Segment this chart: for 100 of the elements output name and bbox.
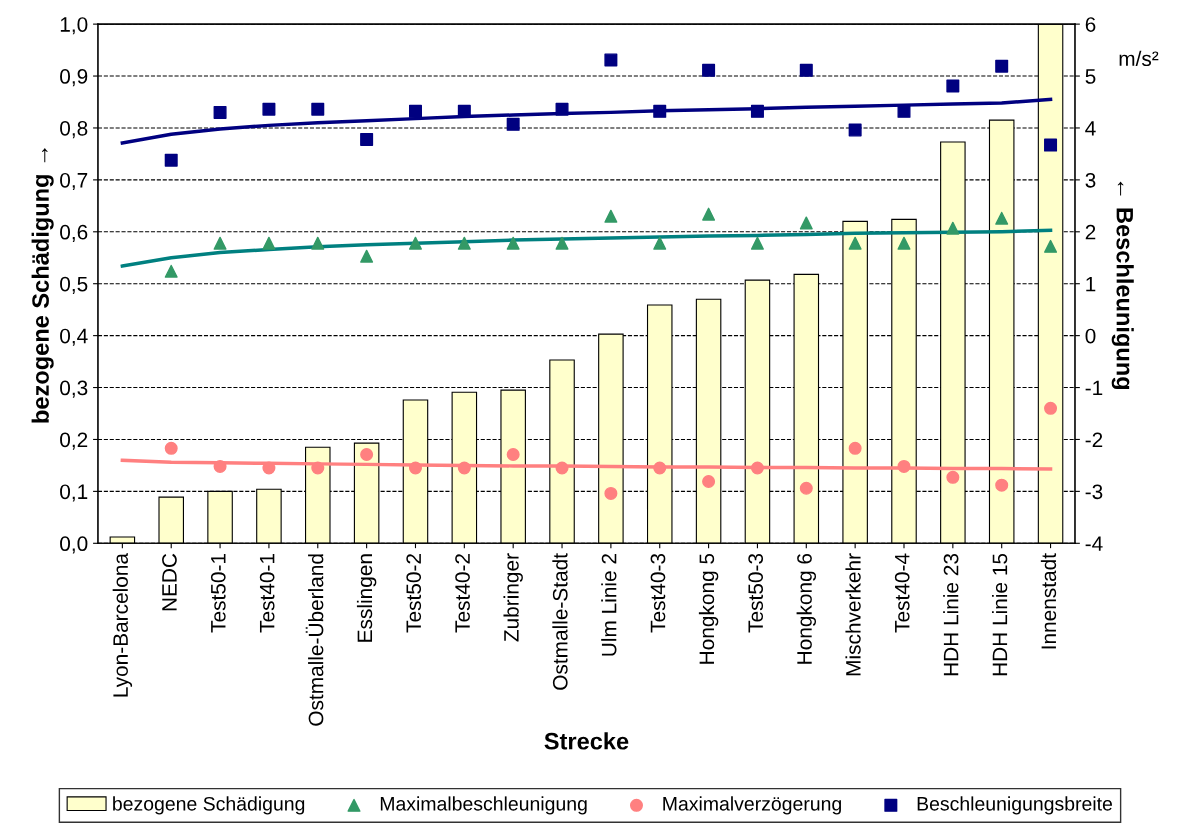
y2-tick-label: 2 (1085, 224, 1096, 240)
point (408, 236, 422, 250)
point (702, 207, 716, 221)
point (311, 102, 325, 116)
y2-tick-label: 4 (1085, 121, 1096, 136)
point (946, 470, 960, 484)
x-tick-label: Ostmalle-Überland (305, 554, 324, 726)
point (311, 236, 325, 250)
line-series (120, 97, 1053, 145)
point (506, 448, 520, 462)
x-tick-label: Hongkong 5 (698, 553, 719, 664)
point (702, 475, 716, 489)
point (995, 211, 1009, 225)
point (897, 236, 911, 250)
y-tick-label: 0,1 (60, 484, 88, 502)
y2-tick-label: 5 (1085, 69, 1096, 84)
legend-label: Beschleunigungsbreite (917, 796, 1112, 815)
y2-axis-title: ← Beschleunigung (1111, 181, 1134, 390)
point (702, 63, 716, 77)
x-tick-label: Test40-4 (894, 553, 910, 633)
point (604, 209, 618, 223)
legend-label: Maximalverzögerung (663, 796, 841, 815)
point (213, 459, 227, 473)
point (506, 117, 520, 131)
point (164, 264, 178, 278)
legend-label: Maximalbeschleunigung (380, 796, 587, 815)
point (457, 461, 471, 475)
point (653, 461, 667, 475)
x-tick-label: Hongkong 6 (796, 553, 816, 664)
point (653, 104, 667, 118)
point (408, 104, 422, 118)
x-tick-label: Test50-1 (210, 554, 226, 633)
y2-tick-label: 3 (1085, 172, 1096, 188)
point (1044, 239, 1058, 253)
y-tick-label: 0,2 (60, 432, 88, 450)
x-tick-label: Innenstadt (1040, 553, 1057, 649)
y-tick-label: 0,5 (60, 276, 88, 294)
x-tick-label: Zubringer (503, 553, 523, 642)
x-tick-label: Mischverkehr (845, 553, 861, 676)
x-axis-title: Strecke (544, 732, 629, 750)
x-tick-label: NEDC (162, 553, 177, 611)
x-tick-label: Esslingen (356, 554, 377, 642)
point (897, 459, 911, 473)
text: m/s² (1119, 50, 1159, 67)
point (213, 105, 227, 119)
x-tick-label: HDH Linie 15 (991, 553, 1008, 676)
y-axis-title: bezogene Schädigung → (31, 148, 54, 423)
point (555, 102, 569, 116)
point (750, 461, 764, 475)
point (848, 441, 862, 455)
y2-tick-label: -2 (1085, 432, 1103, 448)
point (799, 63, 813, 77)
y2-tick-label: 6 (1085, 17, 1096, 32)
point (750, 104, 764, 118)
x-tick-label: Test50-2 (406, 554, 422, 633)
point (995, 59, 1009, 73)
y2-tick-label: 1 (1086, 276, 1096, 292)
point (750, 236, 764, 250)
x-tick-label: Ulm Linie 2 (601, 554, 617, 656)
point (262, 102, 276, 116)
y-tick-label: 0,7 (60, 172, 88, 191)
point (360, 132, 374, 146)
x-tick-label: Lyon-Barcelona (112, 553, 133, 697)
x-tick-label: HDH Linie 23 (943, 553, 959, 676)
y2-tick-label: 0 (1085, 328, 1096, 344)
point (555, 236, 569, 250)
x-tick-label: Test40-2 (455, 554, 470, 633)
point (1044, 401, 1058, 415)
point (897, 104, 911, 118)
point (1044, 138, 1058, 152)
point (555, 461, 569, 475)
point (311, 461, 325, 475)
point (946, 221, 960, 235)
point (995, 478, 1009, 492)
y-tick-label: 0,3 (60, 380, 88, 398)
point (164, 441, 178, 455)
point (653, 236, 667, 250)
point (262, 461, 276, 475)
x-tick-label: Test50-3 (748, 553, 764, 633)
point (408, 461, 422, 475)
x-tick-label: Ostmalle-Stadt (552, 553, 568, 690)
point (799, 216, 813, 230)
point (360, 448, 374, 462)
legend-label: bezogene Schädigung (113, 796, 305, 815)
point (457, 236, 471, 250)
point (506, 236, 520, 250)
y-tick-label: 0,6 (60, 224, 88, 243)
point (946, 79, 960, 93)
x-tick-label: Test40-1 (259, 554, 275, 633)
point (604, 486, 618, 500)
point (848, 236, 862, 250)
point (799, 481, 813, 495)
y-tick-label: 1,0 (60, 17, 88, 35)
point (213, 236, 227, 250)
y-tick-label: 0,4 (60, 328, 88, 346)
y2-tick-label: -4 (1085, 536, 1103, 551)
point (164, 153, 178, 167)
y-tick-label: 0,9 (60, 69, 88, 87)
point (262, 236, 276, 250)
y2-tick-label: -1 (1085, 380, 1103, 396)
